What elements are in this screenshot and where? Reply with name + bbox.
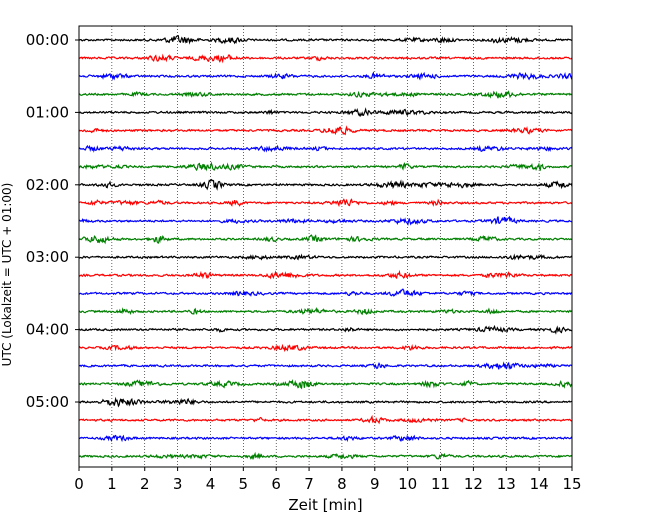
trace-line [78, 90, 573, 99]
trace-line [78, 253, 573, 261]
trace-line [78, 361, 573, 371]
trace-line [78, 234, 573, 245]
x-axis-title: Zeit [min] [288, 496, 362, 514]
y-tick-label: 03:00 [26, 248, 69, 266]
trace-line [78, 434, 573, 443]
x-tick-label: 1 [107, 475, 117, 493]
x-tick-label: 14 [530, 475, 549, 493]
plot-frame [78, 25, 573, 468]
trace-line [78, 53, 573, 64]
trace-line [78, 288, 573, 297]
trace-line [78, 35, 573, 45]
x-tick-label: 15 [562, 475, 581, 493]
trace-line [78, 198, 573, 208]
trace-line [78, 414, 573, 425]
x-tick-label: 0 [74, 475, 84, 493]
x-axis: 0 1 2 3 4 5 6 7 8 9 10 11 12 13 14 15 [74, 467, 582, 493]
y-axis-title: UTC (Lokalzeit = UTC + 01:00) [0, 183, 14, 367]
trace-line [78, 451, 573, 460]
x-tick-label: 12 [464, 475, 483, 493]
traces [78, 35, 573, 460]
trace-line [78, 144, 573, 153]
trace-line [78, 378, 573, 390]
trace-line [78, 71, 573, 81]
y-tick-label: 05:00 [26, 393, 69, 411]
x-tick-label: 5 [239, 475, 249, 493]
y-tick-label: 01:00 [26, 103, 69, 121]
x-tick-label: 10 [398, 475, 417, 493]
trace-line [78, 215, 573, 226]
x-tick-label: 7 [304, 475, 314, 493]
trace-line [78, 324, 573, 335]
x-tick-label: 3 [173, 475, 183, 493]
x-tick-label: 8 [337, 475, 347, 493]
trace-line [78, 161, 573, 172]
trace-line [78, 125, 573, 136]
x-tick-label: 6 [271, 475, 281, 493]
trace-line [78, 269, 573, 280]
y-axis: 00:00 01:00 02:00 03:00 04:00 05:00 [26, 31, 79, 411]
trace-line [78, 178, 573, 191]
x-tick-label: 9 [370, 475, 380, 493]
x-tick-label: 11 [431, 475, 450, 493]
y-tick-label: 02:00 [26, 176, 69, 194]
x-tick-label: 4 [206, 475, 216, 493]
trace-line [78, 343, 573, 353]
x-tick-label: 13 [497, 475, 516, 493]
y-tick-label: 00:00 [26, 31, 69, 49]
trace-line [78, 396, 573, 408]
x-tick-label: 2 [140, 475, 150, 493]
trace-line [78, 107, 573, 118]
y-tick-label: 04:00 [26, 321, 69, 339]
trace-line [78, 306, 573, 316]
